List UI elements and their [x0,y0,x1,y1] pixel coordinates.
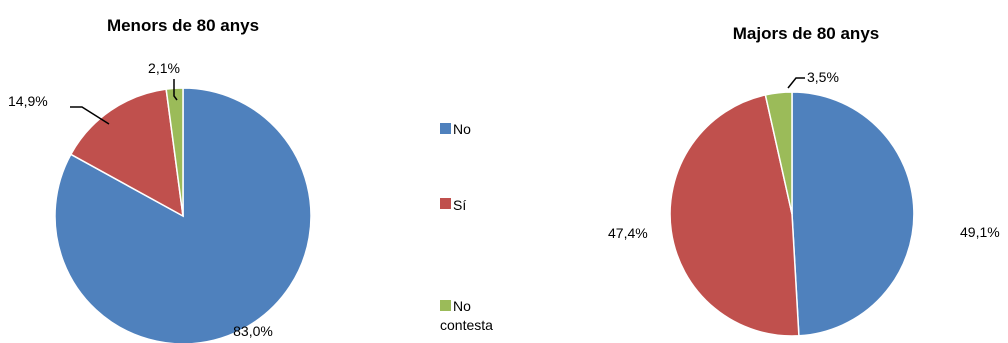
legend-label-si: Sí [453,197,466,213]
data-label-over-80-si: 47,4% [608,225,648,241]
leader-line-under-80-si [70,106,110,125]
pie-slice-over-80-si [669,94,800,337]
data-label-under-80-no-contesta: 2,1% [148,60,180,76]
legend-label-no: No [453,121,471,137]
pie-slice-over-80-no [791,91,915,337]
pie-chart-over-80: Majors de 80 anys 49,1% 47,4% 3,5% [608,24,1000,337]
legend-swatch-no-contesta [440,300,451,311]
leader-line-over-80-no-contesta [787,77,805,89]
chart-title-over-80: Majors de 80 anys [733,24,879,43]
legend: No Sí No contesta [440,121,493,333]
pie-slice-under-80-si [69,88,184,218]
legend-swatch-no [440,123,451,134]
pie-slice-under-80-no [54,87,312,343]
legend-swatch-si [440,198,451,209]
data-label-over-80-no: 49,1% [960,224,1000,240]
legend-item-no-contesta: No contesta [440,298,493,333]
pie-chart-under-80: Menors de 80 anys 83,0% 14,9% 2,1% [8,16,312,343]
legend-item-no: No [440,121,471,137]
leader-line-under-80-no-contesta [173,79,178,101]
legend-item-si: Sí [440,197,466,213]
pie-slice-over-80-no-contesta [764,91,793,215]
data-label-over-80-no-contesta: 3,5% [807,69,839,85]
chart-title-under-80: Menors de 80 anys [107,16,259,35]
legend-label-no-contesta-line2: contesta [440,317,493,333]
data-label-under-80-no: 83,0% [233,323,273,339]
data-label-under-80-si: 14,9% [8,93,48,109]
legend-label-no-contesta-line1: No [453,298,471,314]
